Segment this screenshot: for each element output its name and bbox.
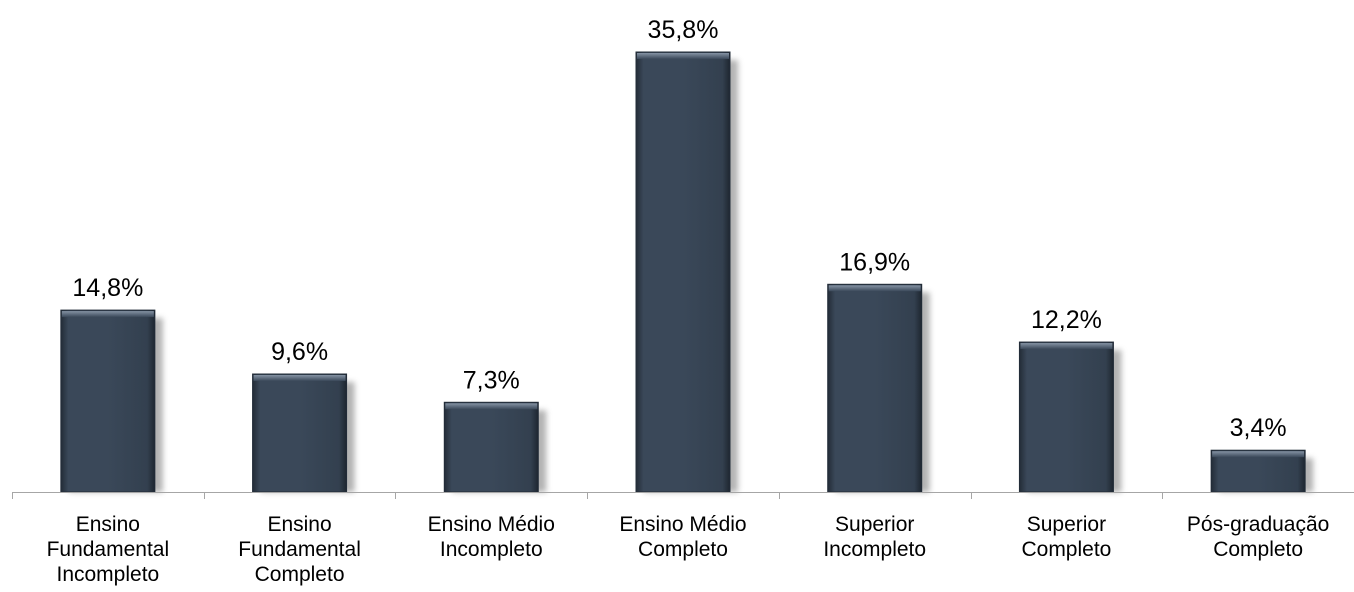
bar-bevel: [445, 403, 538, 410]
bars: [60, 51, 1306, 493]
value-label: 12,2%: [1031, 306, 1102, 334]
bar: [827, 283, 923, 493]
category-label: Ensino Fundamental Completo: [238, 513, 361, 586]
category-label: Ensino Médio Incompleto: [428, 513, 555, 561]
category-label: Pós-graduação Completo: [1187, 513, 1329, 561]
bar-bevel: [828, 285, 921, 292]
category-label-line: Ensino Médio: [619, 513, 746, 536]
category-label-line: Ensino: [267, 513, 331, 536]
category-label-line: Completo: [255, 563, 345, 586]
bar: [1018, 341, 1114, 493]
value-label: 7,3%: [463, 366, 520, 394]
bar-bevel: [1020, 343, 1113, 350]
category-label: Ensino Fundamental Incompleto: [47, 513, 170, 586]
value-label: 35,8%: [648, 16, 719, 44]
value-labels: 14,8% 9,6% 7,3% 35,8% 16,9% 12,2% 3,4%: [72, 16, 1286, 442]
category-label-line: Ensino Médio: [428, 513, 555, 536]
bar: [252, 373, 348, 493]
category-label-line: Completo: [638, 538, 728, 561]
category-label-line: Completo: [1213, 538, 1303, 561]
bar: [60, 309, 156, 493]
category-label: Superior Incompleto: [823, 513, 926, 561]
bar: [443, 401, 539, 493]
value-label: 14,8%: [72, 274, 143, 302]
bar: [635, 51, 731, 493]
bar-bevel: [253, 375, 346, 382]
category-label-line: Completo: [1021, 538, 1111, 561]
category-label-line: Superior: [835, 513, 914, 536]
category-label-line: Pós-graduação: [1187, 513, 1329, 536]
category-label-line: Ensino: [76, 513, 140, 536]
category-label: Ensino Médio Completo: [619, 513, 746, 561]
category-label-line: Incompleto: [440, 538, 543, 561]
value-label: 16,9%: [839, 248, 910, 276]
category-label-line: Fundamental: [238, 538, 361, 561]
category-label-line: Incompleto: [56, 563, 159, 586]
value-label: 9,6%: [271, 338, 328, 366]
category-label-line: Fundamental: [47, 538, 170, 561]
x-axis: [12, 492, 1354, 499]
category-label-line: Incompleto: [823, 538, 926, 561]
category-label: Superior Completo: [1021, 513, 1111, 561]
bar-bevel: [637, 53, 729, 59]
value-label: 3,4%: [1230, 414, 1287, 442]
bar-bevel: [61, 311, 154, 318]
bar-bevel: [1212, 451, 1305, 458]
category-label-line: Superior: [1027, 513, 1106, 536]
